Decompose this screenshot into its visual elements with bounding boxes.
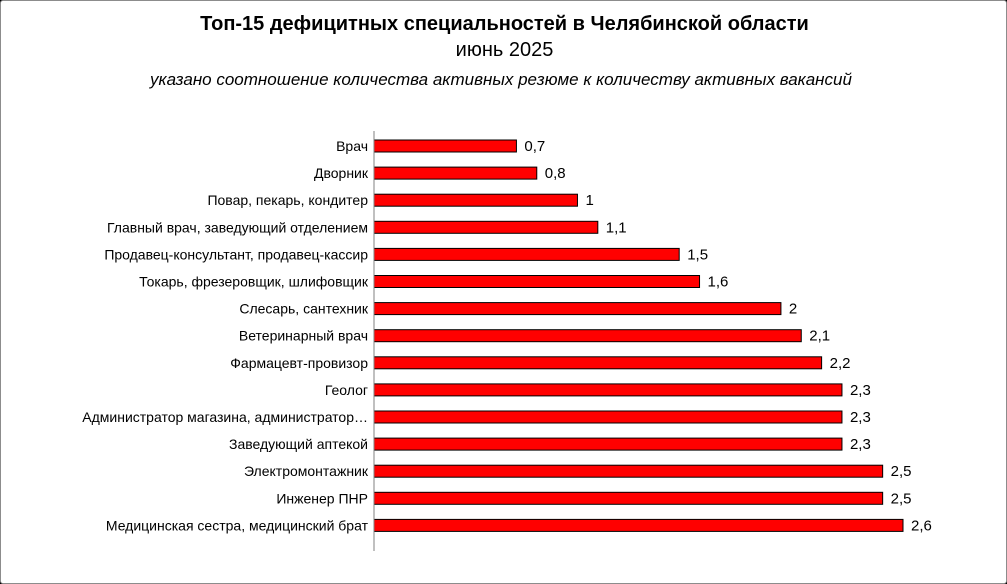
category-label: Слесарь, сантехник: [239, 301, 369, 317]
category-label: Врач: [336, 138, 368, 154]
bar: [373, 383, 843, 397]
bar: [373, 356, 823, 370]
category-label: Токарь, фрезеровщик, шлифовщик: [139, 274, 369, 290]
category-label: Инженер ПНР: [276, 490, 368, 506]
bar: [373, 247, 680, 261]
value-label: 1,1: [606, 219, 627, 236]
value-label: 2,6: [911, 517, 932, 534]
bar: [373, 302, 782, 316]
value-label: 2,3: [850, 436, 871, 453]
value-label: 1: [585, 192, 593, 209]
category-labels-group: Врач Дворник Повар, пекарь, кондитер Главны…: [82, 138, 369, 533]
category-label: Ветеринарный врач: [239, 328, 368, 344]
category-label: Дворник: [314, 165, 369, 181]
bar: [373, 139, 517, 153]
bar: [373, 220, 599, 234]
category-label: Повар, пекарь, кондитер: [207, 192, 368, 208]
value-labels-group: 0,70,8 1 1,1 1,51,6 2 2,12,2 2,3 2,3 2,3 2,5 2,5 2,…: [524, 138, 931, 534]
category-label: Медицинская сестра, медицинский брат: [106, 517, 369, 533]
value-label: 2,1: [809, 328, 830, 345]
chart-title: Топ-15 дефицитных специальностей в Челяб…: [200, 13, 809, 35]
bar: [373, 437, 843, 451]
bar: [373, 518, 904, 532]
bars-group: [373, 139, 904, 532]
chart-note: указано соотношение количества активных …: [150, 70, 852, 89]
bar: [373, 166, 538, 180]
category-label: Геолог: [325, 382, 368, 398]
bar: [373, 491, 884, 505]
category-label: Администратор магазина, администратор…: [82, 409, 368, 425]
category-label: Продавец-консультант, продавец-кассир: [104, 246, 368, 262]
bar: [373, 329, 802, 343]
category-label: Заведующий аптекой: [229, 436, 368, 452]
value-label: 2,3: [850, 409, 871, 426]
value-label: 0,8: [545, 165, 566, 182]
bar: [373, 193, 578, 207]
value-label: 2,5: [891, 463, 912, 480]
value-label: 2: [789, 301, 797, 318]
bar: [373, 275, 701, 288]
value-label: 1,6: [708, 274, 729, 291]
value-label: 2,2: [830, 355, 851, 372]
category-label: Фармацевт-провизор: [230, 355, 368, 371]
value-label: 2,5: [891, 490, 912, 507]
category-label: Главный врач, заведующий отделением: [107, 219, 368, 235]
value-label: 1,5: [687, 246, 708, 263]
bar: [373, 464, 884, 478]
category-label: Электромонтажник: [244, 463, 369, 479]
chart-subtitle: июнь 2025: [455, 39, 554, 61]
value-label: 2,3: [850, 382, 871, 399]
value-label: 0,7: [524, 138, 545, 155]
bar: [373, 410, 843, 424]
